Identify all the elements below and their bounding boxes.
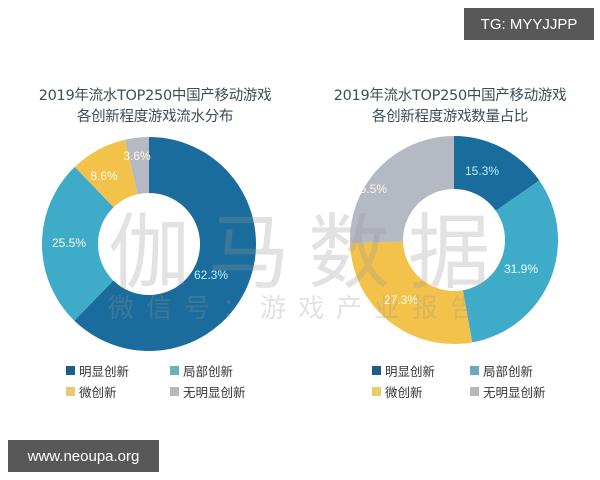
legend-label: 局部创新 — [483, 364, 534, 379]
legend-swatch — [66, 366, 75, 375]
legend-item-partial-innovation: 局部创新 — [170, 362, 280, 379]
legend-label: 微创新 — [79, 385, 117, 400]
chart-title-line: 各创新程度游戏流水分布 — [76, 109, 234, 125]
donut-slice — [350, 241, 473, 344]
donut-slice — [74, 137, 257, 351]
slice-label: 8.6% — [90, 169, 118, 183]
legend-item-partial-innovation: 局部创新 — [470, 362, 580, 379]
chart-title-revenue: 2019年流水TOP250中国产移动游戏 各创新程度游戏流水分布 — [10, 86, 300, 128]
legend-item-micro-innovation: 微创新 — [372, 383, 470, 400]
chart-title-line: 2019年流水TOP250中国产移动游戏 — [38, 88, 272, 104]
legend-swatch — [372, 366, 381, 375]
legend-swatch — [66, 387, 75, 396]
donut-slice — [462, 180, 558, 343]
legend-label: 无明显创新 — [183, 385, 246, 400]
legend-swatch — [470, 366, 479, 375]
chart-title-line: 2019年流水TOP250中国产移动游戏 — [333, 88, 567, 104]
legend-label: 局部创新 — [183, 364, 234, 379]
legend-item-major-innovation: 明显创新 — [66, 362, 170, 379]
slice-label: 62.3% — [194, 268, 228, 282]
slice-label: 25.5% — [52, 236, 86, 250]
legend-revenue: 明显创新 局部创新 微创新 无明显创新 — [66, 362, 280, 400]
donut-slice — [350, 136, 454, 244]
legend-swatch — [470, 387, 479, 396]
slice-label: 31.9% — [504, 262, 538, 276]
legend-swatch — [170, 366, 179, 375]
legend-item-no-innovation: 无明显创新 — [170, 383, 280, 400]
legend-label: 无明显创新 — [483, 385, 546, 400]
legend-swatch — [170, 387, 179, 396]
legend-item-major-innovation: 明显创新 — [372, 362, 470, 379]
tg-badge: TG: MYYJJPP — [464, 8, 594, 40]
legend-item-micro-innovation: 微创新 — [66, 383, 170, 400]
donut-slice — [125, 137, 149, 195]
donut-slice — [42, 166, 114, 321]
slice-label: 25.5% — [353, 182, 387, 196]
slice-label: 3.6% — [123, 149, 151, 163]
chart-title-line: 各创新程度游戏数量占比 — [371, 109, 529, 125]
donut-chart-count: 15.3% 31.9% 27.3% 25.5% — [350, 136, 558, 344]
slice-label: 15.3% — [465, 164, 499, 178]
legend-label: 明显创新 — [385, 364, 436, 379]
legend-count: 明显创新 局部创新 微创新 无明显创新 — [372, 362, 580, 400]
donut-slice — [74, 139, 138, 208]
legend-label: 微创新 — [385, 385, 423, 400]
donut-chart-revenue: 62.3% 25.5% 8.6% 3.6% — [42, 137, 257, 351]
legend-item-no-innovation: 无明显创新 — [470, 383, 580, 400]
legend-swatch — [372, 387, 381, 396]
slice-label: 27.3% — [384, 293, 418, 307]
site-badge: www.neoupa.org — [8, 440, 159, 472]
donut-slice — [454, 136, 540, 211]
legend-label: 明显创新 — [79, 364, 130, 379]
chart-title-count: 2019年流水TOP250中国产移动游戏 各创新程度游戏数量占比 — [302, 86, 598, 128]
